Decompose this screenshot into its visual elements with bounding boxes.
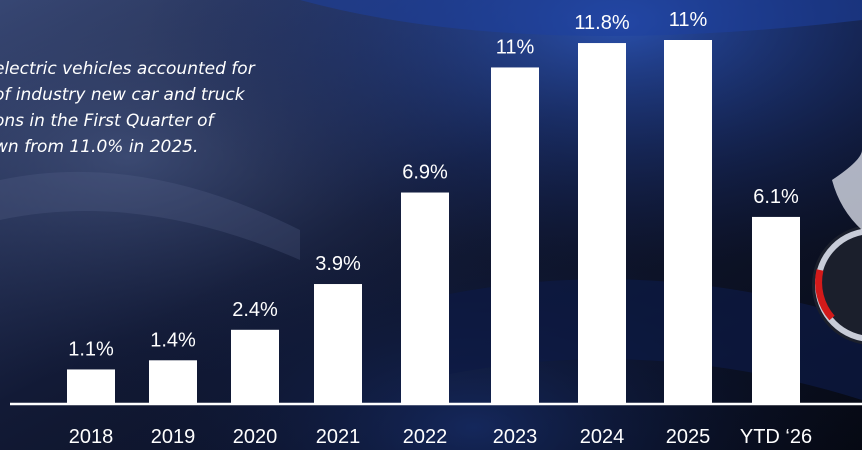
bar [752, 216, 800, 403]
data-label: 6.9% [402, 162, 448, 184]
bar [67, 369, 115, 403]
annotation-text: electric vehicles accounted for of indus… [0, 56, 324, 160]
data-label: 11% [496, 36, 535, 58]
bar [578, 43, 626, 404]
x-tick-label: 2022 [403, 426, 448, 448]
data-label: 1.4% [150, 329, 196, 351]
bar [149, 360, 197, 403]
data-label: 1.1% [68, 338, 114, 360]
data-label: 11.8% [574, 12, 629, 34]
x-tick-label: YTD ‘26 [740, 426, 812, 448]
data-label: 3.9% [315, 253, 361, 275]
x-tick-label: 2023 [493, 426, 538, 448]
x-tick-label: 2025 [666, 426, 711, 448]
data-label: 2.4% [232, 299, 278, 321]
annotation-line: wn from 11.0% in 2025. [0, 137, 199, 157]
data-label: 11% [669, 9, 708, 31]
charging-port-graphic [812, 150, 862, 345]
annotation-line: electric vehicles accounted for [0, 59, 255, 79]
x-tick-label: 2021 [316, 426, 361, 448]
bar [491, 67, 539, 403]
x-tick-label: 2018 [69, 426, 114, 448]
annotation-line: of industry new car and truck [0, 85, 245, 105]
x-tick-label: 2024 [580, 426, 625, 448]
bar [314, 284, 362, 403]
x-tick-label: 2019 [151, 426, 196, 448]
bar [664, 40, 712, 403]
bar [401, 192, 449, 403]
data-label: 6.1% [753, 186, 799, 208]
bar [231, 329, 279, 403]
x-tick-label: 2020 [233, 426, 278, 448]
annotation-line: ons in the First Quarter of [0, 111, 214, 131]
